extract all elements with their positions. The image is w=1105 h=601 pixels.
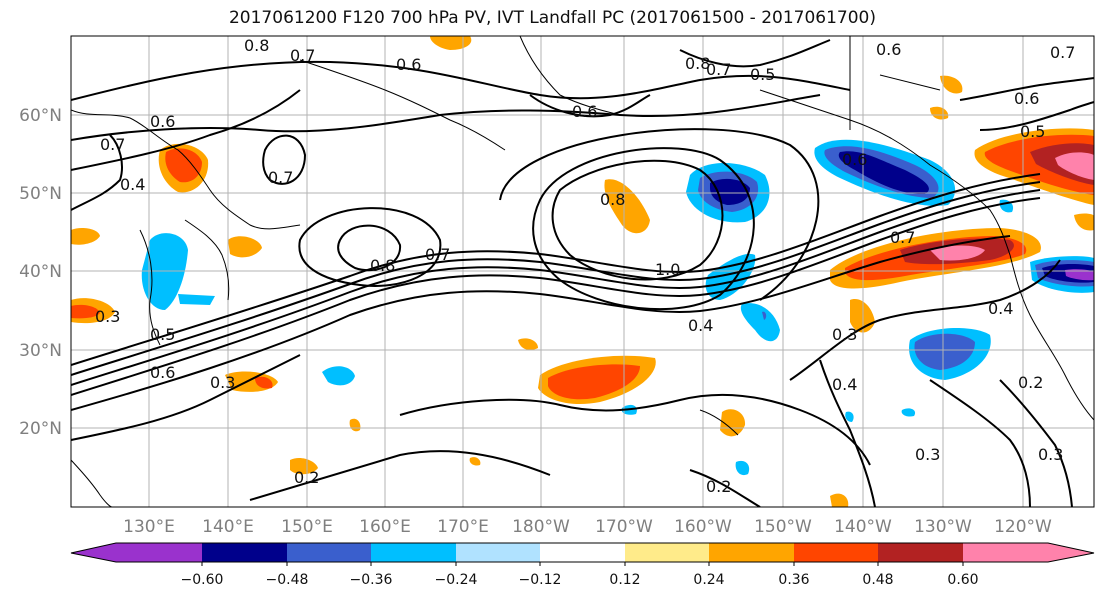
contour-label: 0.5 [1020, 122, 1045, 141]
contour-label: 0.7 [268, 168, 293, 187]
colorbar-tick-label: −0.36 [350, 572, 393, 588]
colorbar-tick-label: −0.60 [181, 572, 224, 588]
contour-label: 0.7 [706, 60, 731, 79]
map-frame [70, 35, 1095, 508]
lon-label: 130°W [914, 517, 972, 537]
negative-anomaly-region [141, 233, 215, 310]
colorbar-tick-label: 0.24 [693, 572, 724, 588]
pv-contours [71, 39, 1094, 507]
contour-label: 0.6 [150, 363, 175, 382]
lon-label: 160°W [674, 517, 732, 537]
colorbar-segment [709, 543, 794, 562]
contour-label-layer: 0.8 0.7 0.6 0.5 0.7 0.6 0.8 0.7 0.6 0.6 … [95, 36, 1075, 496]
contour-label: 0.7 [290, 46, 315, 65]
colorbar-segment [287, 543, 371, 562]
colorbar-segment [371, 543, 456, 562]
contour-label: 0.2 [294, 468, 319, 487]
contour-label: 0.4 [988, 299, 1013, 318]
contour-label: 0.6 [1014, 89, 1039, 108]
colorbar-segment [540, 543, 625, 562]
coastlines [71, 36, 1094, 507]
contour-label: 0.3 [95, 307, 120, 326]
contour-label: 0.5 [750, 65, 775, 84]
contour-label: 0.3 [210, 373, 235, 392]
negative-anomaly-region [909, 328, 991, 380]
contour-label: 1.0 [655, 260, 680, 279]
lon-label: 170°E [437, 517, 489, 537]
lon-label: 120°W [994, 517, 1052, 537]
shading-layer [71, 36, 1094, 507]
lat-label: 30°N [19, 341, 62, 361]
colorbar-tick-label: 0.36 [778, 572, 809, 588]
colorbar: −0.60 −0.48 −0.36 −0.24 −0.12 0.12 0.24 … [70, 542, 1095, 588]
contour-label: 0.7 [100, 135, 125, 154]
lon-label: 130°E [123, 517, 175, 537]
lon-label: 140°W [834, 517, 892, 537]
colorbar-tick-label: 0.12 [609, 572, 640, 588]
lon-label: 150°W [754, 517, 812, 537]
contour-label: 0.5 [150, 325, 175, 344]
colorbar-tick-label: 0.48 [862, 572, 893, 588]
lat-label: 20°N [19, 419, 62, 439]
colorbar-segment [202, 543, 287, 562]
lat-label: 40°N [19, 262, 62, 282]
contour-label: 0.4 [832, 375, 857, 394]
positive-anomaly-region [974, 128, 1094, 205]
colorbar-segment [963, 543, 1094, 562]
positive-anomaly-region [538, 355, 656, 405]
lon-label: 170°W [595, 517, 653, 537]
negative-anomaly-region [1030, 256, 1094, 293]
contour-label: 0.4 [120, 175, 145, 194]
contour-label: 0.6 [396, 55, 421, 74]
colorbar-segment [456, 543, 540, 562]
contour-label: 0.8 [244, 36, 269, 55]
positive-anomaly-region [71, 36, 1094, 507]
contour-label: 0.3 [1038, 445, 1063, 464]
colorbar-tick-label: −0.12 [519, 572, 562, 588]
contour-label: 0.3 [832, 325, 857, 344]
colorbar-tick-label: 0.60 [947, 572, 978, 588]
contour-label: 0.6 [572, 102, 597, 121]
contour-label: 0.8 [600, 190, 625, 209]
contour-label: 0.2 [706, 477, 731, 496]
negative-anomaly-region [814, 139, 956, 206]
contour-label: 0.2 [1018, 373, 1043, 392]
positive-anomaly-region [830, 228, 1041, 289]
contour-label: 0.8 [685, 54, 710, 73]
longitude-labels: 130°E 140°E 150°E 160°E 170°E 180°W 170°… [123, 517, 1052, 537]
lon-label: 160°E [359, 517, 411, 537]
contour-label: 0.4 [688, 316, 713, 335]
contour-label: 0.7 [890, 228, 915, 247]
colorbar-segment [878, 543, 963, 562]
latitude-labels: 60°N 50°N 40°N 30°N 20°N [19, 106, 62, 439]
lat-label: 60°N [19, 106, 62, 126]
contour-label: 0.6 [150, 112, 175, 131]
colorbar-tick-label: −0.48 [266, 572, 309, 588]
colorbar-tick-label: −0.24 [435, 572, 478, 588]
colorbar-segment [794, 543, 878, 562]
lon-label: 150°E [281, 517, 333, 537]
contour-label: 0.7 [1050, 43, 1075, 62]
contour-label: 0.8 [370, 256, 395, 275]
contour-label: 0.7 [425, 245, 450, 264]
lon-label: 180°W [512, 517, 570, 537]
colorbar-segment [71, 543, 202, 562]
contour-label: 0.3 [915, 445, 940, 464]
lat-label: 50°N [19, 184, 62, 204]
contour-label: 0.6 [876, 40, 901, 59]
map-title: 2017061200 F120 700 hPa PV, IVT Landfall… [228, 8, 876, 28]
positive-anomaly-region [158, 143, 209, 193]
contour-label: 0.6 [842, 150, 867, 169]
colorbar-outline [70, 542, 1095, 563]
colorbar-segment [625, 543, 709, 562]
lon-label: 140°E [202, 517, 254, 537]
